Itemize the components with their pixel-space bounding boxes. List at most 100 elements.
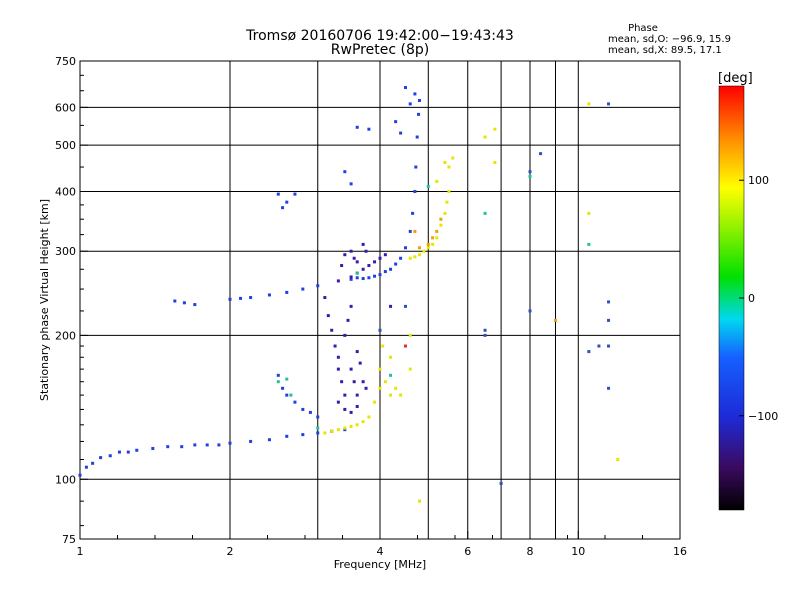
data-point bbox=[355, 276, 359, 280]
data-point bbox=[355, 404, 359, 408]
data-point bbox=[285, 200, 289, 204]
data-point bbox=[417, 112, 421, 116]
data-point bbox=[413, 92, 417, 96]
data-point bbox=[293, 400, 297, 404]
data-point bbox=[217, 443, 221, 447]
data-point bbox=[399, 256, 403, 260]
data-point bbox=[528, 170, 532, 174]
data-point bbox=[281, 206, 285, 210]
data-point bbox=[326, 314, 330, 318]
data-point bbox=[336, 367, 340, 371]
data-point bbox=[361, 242, 365, 246]
data-point bbox=[408, 102, 412, 106]
x-tick-label: 1 bbox=[77, 545, 84, 558]
data-point bbox=[607, 386, 611, 390]
data-point bbox=[373, 274, 377, 278]
data-point bbox=[151, 446, 155, 450]
data-point bbox=[389, 373, 393, 377]
data-point bbox=[117, 450, 121, 454]
data-point bbox=[355, 350, 359, 354]
data-point bbox=[447, 189, 451, 193]
data-point bbox=[399, 131, 403, 135]
data-point bbox=[135, 448, 139, 452]
data-point bbox=[539, 152, 543, 156]
data-point bbox=[352, 256, 356, 260]
data-point bbox=[285, 377, 289, 381]
data-point bbox=[349, 249, 353, 253]
data-point bbox=[408, 229, 412, 233]
data-point bbox=[173, 299, 177, 303]
data-point bbox=[383, 253, 387, 257]
y-axis-label: Stationary phase Virtual Height [km] bbox=[38, 199, 51, 401]
x-tick-label: 2 bbox=[227, 545, 234, 558]
colorbar-tick-label: 100 bbox=[748, 174, 769, 187]
data-point bbox=[383, 270, 387, 274]
data-point bbox=[301, 287, 305, 291]
data-point bbox=[99, 456, 103, 460]
data-point bbox=[378, 386, 382, 390]
data-point bbox=[355, 260, 359, 264]
data-point bbox=[349, 424, 353, 428]
data-point bbox=[336, 279, 340, 283]
data-point bbox=[431, 242, 435, 246]
data-point bbox=[389, 355, 393, 359]
data-point bbox=[364, 386, 368, 390]
data-point bbox=[355, 125, 359, 129]
data-point bbox=[435, 179, 439, 183]
colorbar-tick-label: 0 bbox=[748, 292, 755, 305]
x-tick-label: 4 bbox=[377, 545, 384, 558]
data-point bbox=[346, 318, 350, 322]
data-point bbox=[361, 420, 365, 424]
data-point bbox=[394, 262, 398, 266]
data-point bbox=[389, 393, 393, 397]
data-point bbox=[493, 160, 497, 164]
colorbar-label: [deg] bbox=[718, 71, 753, 86]
data-points bbox=[78, 86, 620, 503]
data-point bbox=[426, 246, 430, 250]
data-point bbox=[285, 393, 289, 397]
data-point bbox=[483, 328, 487, 332]
data-point bbox=[301, 433, 305, 437]
data-point bbox=[333, 344, 337, 348]
data-point bbox=[483, 135, 487, 139]
data-point bbox=[361, 380, 365, 384]
data-point bbox=[281, 386, 285, 390]
data-point bbox=[587, 211, 591, 215]
data-point bbox=[413, 189, 417, 193]
data-point bbox=[316, 426, 320, 430]
phase-stats-o: mean, sd,O: −96.9, 15.9 bbox=[608, 34, 731, 45]
data-point bbox=[499, 481, 503, 485]
data-point bbox=[343, 407, 347, 411]
data-point bbox=[426, 184, 430, 188]
data-point bbox=[126, 450, 130, 454]
data-point bbox=[422, 249, 426, 253]
data-point bbox=[597, 344, 601, 348]
data-point bbox=[336, 400, 340, 404]
data-point bbox=[91, 461, 95, 465]
data-point bbox=[378, 273, 382, 277]
data-point bbox=[180, 445, 184, 449]
data-point bbox=[411, 211, 415, 215]
data-point bbox=[403, 86, 407, 90]
data-point bbox=[349, 277, 353, 281]
data-point bbox=[193, 443, 197, 447]
data-point bbox=[483, 333, 487, 337]
chart-title: Tromsø 20160706 19:42:00−19:43:43 bbox=[245, 28, 514, 44]
data-point bbox=[528, 174, 532, 178]
data-point bbox=[343, 426, 347, 430]
data-point bbox=[413, 229, 417, 233]
data-point bbox=[367, 264, 371, 268]
data-point bbox=[289, 393, 293, 397]
data-point bbox=[447, 165, 451, 169]
data-point bbox=[349, 410, 353, 414]
data-point bbox=[417, 246, 421, 250]
data-point bbox=[336, 355, 340, 359]
data-point bbox=[451, 156, 455, 160]
data-point bbox=[403, 344, 407, 348]
axis-ticks: 1 2 4 6 8 10 16 75 100 200 300 400 500 600 750 bbox=[55, 55, 687, 558]
data-point bbox=[78, 473, 82, 477]
data-point bbox=[483, 211, 487, 215]
data-point bbox=[358, 361, 362, 365]
data-point bbox=[84, 465, 88, 469]
data-point bbox=[343, 393, 347, 397]
